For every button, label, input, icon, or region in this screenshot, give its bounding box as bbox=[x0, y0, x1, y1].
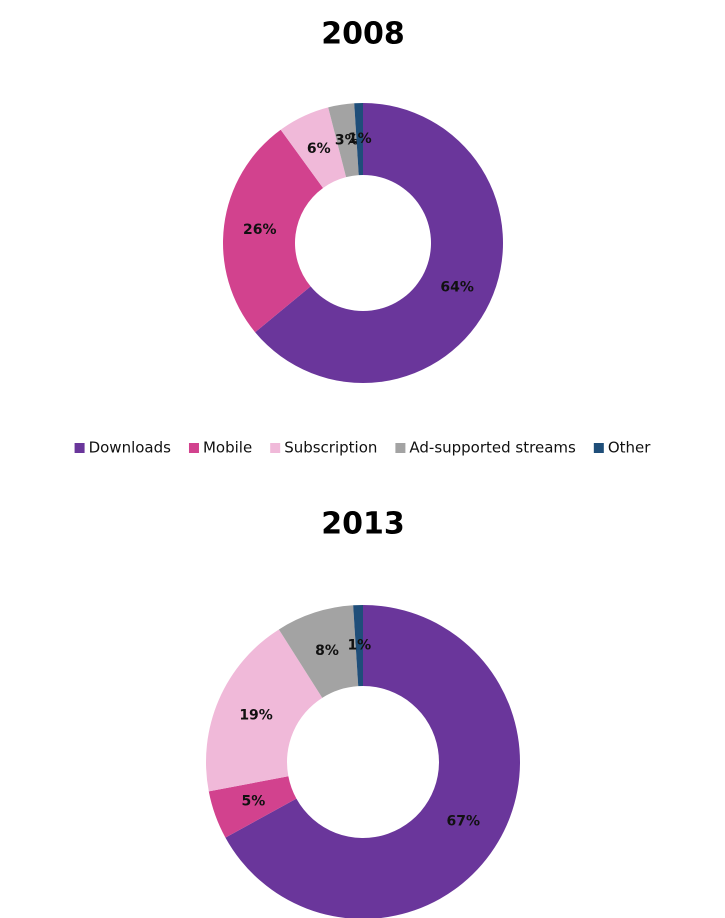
data-label: 6% bbox=[307, 141, 331, 157]
data-label: 67% bbox=[447, 813, 481, 829]
legend-swatch bbox=[593, 443, 604, 453]
legend-swatch bbox=[188, 443, 199, 453]
data-label: 1% bbox=[348, 131, 372, 147]
data-label: 3% bbox=[335, 132, 359, 148]
legend-label: Downloads bbox=[89, 439, 172, 457]
chart-title: 2008 bbox=[321, 17, 405, 52]
legend-label: Ad-supported streams bbox=[409, 439, 576, 457]
legend-swatch bbox=[270, 443, 281, 453]
donut-segment bbox=[223, 129, 324, 333]
data-label: 1% bbox=[347, 638, 371, 654]
legend-swatch bbox=[74, 443, 85, 453]
data-label: 8% bbox=[315, 643, 339, 659]
legend-label: Subscription bbox=[284, 439, 377, 457]
donut-segment bbox=[328, 103, 359, 178]
data-label: 5% bbox=[241, 793, 265, 809]
donut-segment bbox=[353, 605, 363, 687]
legend-label: Mobile bbox=[203, 439, 252, 457]
donut-segment bbox=[255, 103, 504, 384]
data-label: 19% bbox=[239, 708, 273, 724]
donut-segment bbox=[205, 629, 323, 792]
legend-label: Other bbox=[608, 439, 651, 457]
data-label: 64% bbox=[440, 279, 474, 295]
chart-title: 2013 bbox=[321, 507, 405, 542]
donut-segment bbox=[208, 776, 297, 838]
donut-segment bbox=[354, 103, 363, 176]
donut-segment bbox=[278, 605, 359, 698]
legend-swatch bbox=[395, 443, 406, 453]
donut-segment bbox=[280, 107, 347, 188]
donut-segment bbox=[225, 605, 520, 918]
data-label: 26% bbox=[243, 222, 277, 238]
